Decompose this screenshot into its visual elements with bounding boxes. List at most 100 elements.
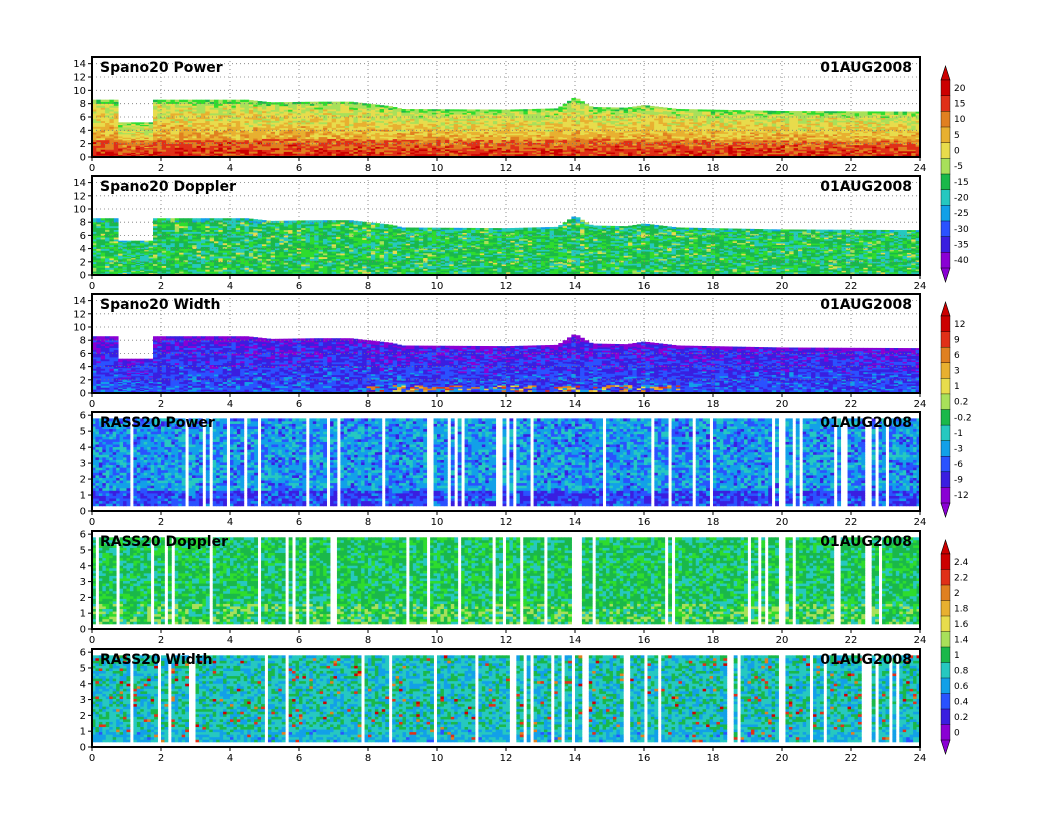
heatmap-cell bbox=[179, 100, 184, 102]
heatmap-cell bbox=[384, 106, 389, 108]
heatmap-cell bbox=[489, 110, 494, 112]
heatmap-cell bbox=[598, 107, 603, 109]
heatmap-cell bbox=[192, 100, 197, 102]
heatmap-cell bbox=[205, 100, 210, 102]
heatmap-cell bbox=[375, 105, 380, 107]
heatmap-cell bbox=[441, 109, 446, 111]
heatmap-cell bbox=[515, 109, 520, 111]
heatmap-cell bbox=[393, 107, 398, 109]
heatmap-cell bbox=[323, 102, 328, 104]
heatmap-cell bbox=[406, 109, 411, 111]
heatmap-cell bbox=[114, 100, 119, 102]
heatmap-cell bbox=[101, 100, 106, 102]
heatmap-cell bbox=[563, 104, 568, 106]
heatmap-cell bbox=[432, 109, 437, 111]
heatmap-cell bbox=[258, 101, 263, 103]
heatmap-cell bbox=[510, 110, 515, 112]
heatmap-cell bbox=[371, 104, 376, 106]
heatmap-cell bbox=[201, 100, 206, 102]
heatmap-cell bbox=[153, 100, 158, 102]
heatmap-cell bbox=[454, 109, 459, 111]
heatmap-cell bbox=[166, 100, 171, 102]
heatmap-cell bbox=[410, 109, 415, 111]
heatmap-cell bbox=[245, 100, 250, 102]
heatmap-cell bbox=[532, 109, 537, 111]
heatmap-cell bbox=[419, 109, 424, 111]
heatmap-cell bbox=[162, 100, 167, 102]
heatmap-cell bbox=[236, 100, 241, 102]
heatmap-cell bbox=[184, 100, 189, 102]
heatmap-cell bbox=[523, 109, 528, 111]
heatmap-cell bbox=[170, 100, 175, 102]
heatmap-cell bbox=[423, 109, 428, 111]
heatmap-cell bbox=[118, 122, 123, 124]
heatmap-cell bbox=[157, 100, 162, 102]
heatmap-cell bbox=[550, 108, 555, 110]
heatmap-cell bbox=[558, 107, 563, 109]
heatmap-cell bbox=[210, 100, 215, 102]
heatmap-cell bbox=[414, 109, 419, 111]
heatmap-cell bbox=[231, 100, 236, 102]
heatmap-cell bbox=[388, 106, 393, 108]
heatmap-cell bbox=[545, 109, 550, 111]
heatmap-cell bbox=[471, 109, 476, 111]
heatmap-cell bbox=[96, 100, 101, 102]
heatmap-cell bbox=[571, 98, 576, 100]
heatmap-cell bbox=[380, 105, 385, 107]
heatmap-cell bbox=[401, 109, 406, 111]
heatmap-cell bbox=[445, 109, 450, 111]
heatmap-cell bbox=[584, 104, 589, 106]
heatmap-cell bbox=[497, 110, 502, 112]
heatmap-cell bbox=[462, 109, 467, 111]
heatmap-cell bbox=[467, 109, 472, 111]
heatmap-cell bbox=[484, 110, 489, 112]
heatmap-cell bbox=[253, 101, 258, 103]
heatmap-cell bbox=[175, 100, 180, 102]
heatmap-cell bbox=[576, 99, 581, 101]
heatmap-cell bbox=[353, 102, 358, 104]
heatmap-cell bbox=[105, 100, 110, 102]
heatmap-cell bbox=[109, 100, 114, 102]
heatmap-cell bbox=[458, 109, 463, 111]
heatmap-cell bbox=[144, 122, 149, 124]
heatmap-cell bbox=[306, 102, 311, 104]
multi-panel-chart: 0 2 4 6 8 10 12 14 16 18 20 22 2402468101214 Spano20… bbox=[0, 0, 1056, 816]
heatmap-cell bbox=[214, 100, 219, 102]
heatmap-cell bbox=[602, 107, 607, 109]
heatmap-cell bbox=[567, 101, 572, 103]
heatmap-cell bbox=[127, 122, 132, 124]
heatmap-cell bbox=[537, 109, 542, 111]
heatmap-cell bbox=[275, 102, 280, 104]
heatmap-cell bbox=[506, 110, 511, 112]
heatmap-cell bbox=[140, 122, 145, 124]
heatmap-cell bbox=[397, 108, 402, 110]
heatmap-cell bbox=[136, 122, 141, 124]
heatmap-cell bbox=[593, 107, 598, 109]
heatmap-cell bbox=[249, 100, 254, 102]
heatmap-cell bbox=[528, 109, 533, 111]
heatmap-cell bbox=[301, 102, 306, 104]
heatmap-cell bbox=[123, 122, 128, 124]
heatmap-cell bbox=[619, 108, 624, 110]
heatmap-cell bbox=[554, 108, 559, 110]
heatmap-cell bbox=[589, 106, 594, 108]
heatmap-cell bbox=[449, 109, 454, 111]
heatmap-cell bbox=[197, 100, 202, 102]
heatmap-cell bbox=[227, 100, 232, 102]
heatmap-cell bbox=[223, 100, 228, 102]
heatmap-cell bbox=[188, 100, 193, 102]
heatmap-cell bbox=[580, 101, 585, 103]
heatmap-cells bbox=[92, 98, 920, 157]
heatmap-cell bbox=[611, 107, 616, 109]
heatmap-cell bbox=[606, 107, 611, 109]
heatmap-cell bbox=[240, 100, 245, 102]
heatmap-cell bbox=[493, 110, 498, 112]
heatmap-cell bbox=[149, 122, 154, 124]
heatmap-cell bbox=[541, 109, 546, 111]
heatmap-cell bbox=[428, 109, 433, 111]
heatmap-cell bbox=[624, 108, 629, 110]
heatmap-cell bbox=[271, 102, 276, 104]
heatmap-cell bbox=[218, 100, 223, 102]
heatmap-cell bbox=[131, 122, 136, 124]
